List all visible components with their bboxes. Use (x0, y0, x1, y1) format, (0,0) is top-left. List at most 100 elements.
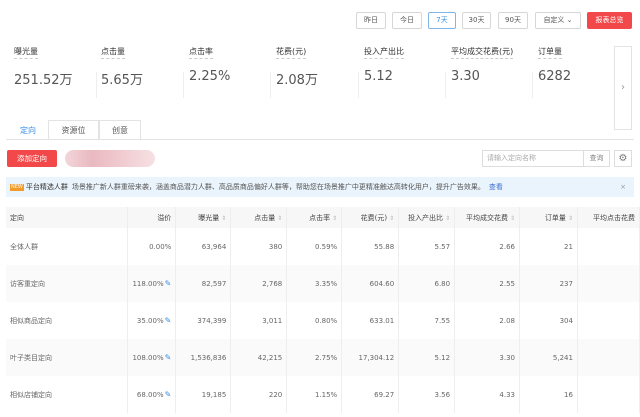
table-cell: 17,304.12 (341, 339, 400, 376)
metric-value: 6282 (538, 69, 572, 84)
table-cell: 2.66 (454, 228, 521, 265)
gear-icon[interactable]: ⚙ (614, 150, 632, 167)
chevron-down-icon: ⌄ (566, 16, 573, 24)
table-cell: 2.55 (454, 265, 521, 302)
cell-value: 21 (564, 242, 573, 251)
edit-icon[interactable]: ✎ (164, 316, 172, 325)
metric-label: 点击量 (101, 46, 125, 59)
table-cell: 5.57 (398, 228, 456, 265)
cell-value: 叶子类目定向 (10, 353, 52, 362)
cell-value: 380 (268, 242, 283, 251)
cell-value: 全体人群 (10, 242, 38, 251)
date-custom-dropdown[interactable]: 自定义 ⌄ (535, 12, 581, 29)
cell-value: 16 (564, 390, 573, 399)
table-cell: 118.00%✎ (127, 265, 177, 302)
table-cell (577, 376, 640, 413)
table-cell: 3.56 (398, 376, 456, 413)
add-targeting-button[interactable]: 添加定向 (7, 150, 57, 167)
close-icon[interactable]: × (620, 183, 626, 191)
table-cell: 69.27 (341, 376, 400, 413)
date-30days-button[interactable]: 30天 (462, 12, 491, 29)
sort-icon[interactable]: ⇕ (221, 214, 227, 222)
column-header[interactable]: 点击量 ⇕ (230, 207, 288, 228)
table-cell: 63,964 (175, 228, 232, 265)
cell-value: 1,536,836 (190, 353, 227, 362)
table-cell (577, 228, 640, 265)
notice-view-link[interactable]: 查看 (488, 183, 503, 191)
sort-icon[interactable]: ⇕ (332, 214, 338, 222)
metric-label: 曝光量 (14, 46, 38, 59)
table-cell: 82,597 (175, 265, 232, 302)
metric-orders[interactable]: 订单量 6282 (538, 46, 571, 84)
metric-roi[interactable]: 投入产出比 5.12 (364, 46, 404, 84)
sort-icon[interactable]: ⇕ (389, 214, 395, 222)
table-cell: 4.33 (454, 376, 521, 413)
column-header[interactable]: 平均成交花费 ⇕ (454, 207, 521, 228)
cell-value: 604.60 (369, 279, 395, 288)
date-today-button[interactable]: 今日 (392, 12, 422, 29)
targeting-search-input[interactable]: 请输入定向名称 查询 (482, 150, 610, 167)
column-header[interactable]: 花费(元) ⇕ (341, 207, 400, 228)
column-header[interactable]: 点击率 ⇕ (286, 207, 343, 228)
cell-value: 55.88 (374, 242, 395, 251)
redacted-area (65, 150, 155, 167)
metric-label: 花费(元) (276, 46, 307, 59)
table-cell (577, 265, 640, 302)
cell-value: 3,011 (262, 316, 283, 325)
cell-value: 82,597 (201, 279, 227, 288)
divider (532, 72, 533, 98)
cell-value: 2.55 (499, 279, 516, 288)
tab-targeting[interactable]: 定向 (8, 120, 48, 140)
report-overview-button[interactable]: 报表总览 (587, 12, 632, 29)
table-cell: 604.60 (341, 265, 400, 302)
tab-placements[interactable]: 资源位 (48, 120, 99, 140)
column-header[interactable]: 订单量 ⇕ (519, 207, 578, 228)
column-label: 订单量 (544, 213, 566, 222)
sort-icon[interactable]: ⇕ (277, 214, 283, 222)
date-90days-button[interactable]: 90天 (498, 12, 528, 29)
cell-value: 42,215 (257, 353, 283, 362)
cell-value: 相似商品定向 (10, 316, 52, 325)
edit-icon[interactable]: ✎ (164, 279, 172, 288)
column-header[interactable]: 曝光量 ⇕ (175, 207, 232, 228)
column-header: 溢价 (127, 207, 177, 228)
sort-icon[interactable]: ⇕ (567, 214, 573, 222)
cell-value: 5,241 (552, 353, 573, 362)
table-row: 相似商品定向 35.00%✎ 374,399 3,011 0.80% 633.01 7.55… (6, 302, 640, 339)
metric-avg-deal-cost[interactable]: 平均成交花费(元) 3.30 (451, 46, 514, 84)
metric-ctr[interactable]: 点击率 2.25% (189, 46, 230, 84)
table-cell: 2.75% (286, 339, 343, 376)
cell-value: 相似店铺定向 (10, 390, 52, 399)
table-cell: 633.01 (341, 302, 400, 339)
table-cell (577, 339, 640, 376)
chevron-right-icon[interactable]: › (614, 46, 632, 130)
cell-value: 7.55 (434, 316, 451, 325)
metric-cost[interactable]: 花费(元) 2.08万 (276, 46, 318, 88)
metric-impressions[interactable]: 曝光量 251.52万 (14, 46, 73, 88)
notice-title: 平台精选人群 (25, 183, 68, 191)
edit-icon[interactable]: ✎ (164, 353, 172, 362)
column-header[interactable]: 投入产出比 ⇕ (398, 207, 456, 228)
cell-value: 374,399 (197, 316, 227, 325)
sort-icon[interactable]: ⇕ (509, 214, 516, 222)
tab-creatives[interactable]: 创意 (99, 120, 141, 140)
cell-value: 3.30 (499, 353, 516, 362)
metric-clicks[interactable]: 点击量 5.65万 (101, 46, 143, 88)
search-placeholder: 请输入定向名称 (487, 154, 536, 162)
date-yesterday-button[interactable]: 昨日 (356, 12, 386, 29)
table-row: 全体人群 0.00% 63,964 380 0.59% 55.88 5.57 2.66 21 (6, 228, 640, 265)
table-cell: 3,011 (230, 302, 288, 339)
edit-icon[interactable]: ✎ (164, 390, 172, 399)
table-cell: 16 (519, 376, 578, 413)
cell-value: 3.35% (314, 279, 338, 288)
date-7days-button[interactable]: 7天 (428, 12, 456, 29)
table-cell: 1.15% (286, 376, 343, 413)
metric-label: 订单量 (538, 46, 562, 59)
table-cell: 2.08 (454, 302, 521, 339)
sort-icon[interactable]: ⇕ (445, 214, 451, 222)
search-button[interactable]: 查询 (583, 151, 609, 166)
cell-value: 5.57 (434, 242, 451, 251)
cell-value: 220 (268, 390, 283, 399)
table-cell: 68.00%✎ (127, 376, 177, 413)
column-label: 溢价 (157, 213, 172, 222)
